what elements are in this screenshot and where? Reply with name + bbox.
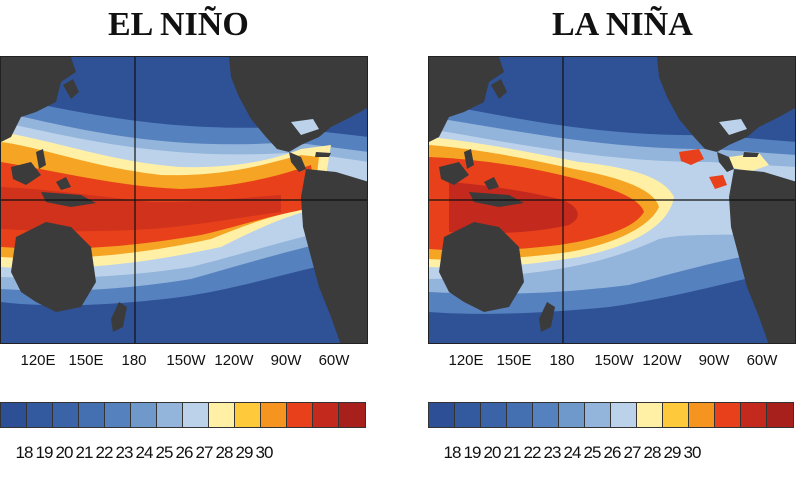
colorbar-swatch	[689, 403, 715, 427]
colorbar-swatch	[287, 403, 313, 427]
lon-label: 120W	[214, 352, 254, 369]
colorbar-swatch	[455, 403, 481, 427]
el-nino-longitude-labels: 120E 150E 180 150W 120W 90W 60W	[0, 352, 368, 372]
colorbar-tick-label: 23	[543, 443, 562, 462]
el-nino-title: EL NIÑO	[108, 6, 249, 43]
colorbar-swatch	[767, 403, 793, 427]
colorbar-swatch	[235, 403, 261, 427]
colorbar-tick-label: 22	[95, 443, 114, 462]
colorbar-tick-label: 19	[463, 443, 482, 462]
colorbar-tick-label: 26	[603, 443, 622, 462]
colorbar-swatch	[481, 403, 507, 427]
lon-label: 150W	[166, 352, 206, 369]
colorbar-tick-label: 20	[483, 443, 502, 462]
la-nina-title: LA NIÑA	[552, 6, 693, 43]
colorbar-tick-label: 24	[563, 443, 582, 462]
colorbar-tick-label: 30	[255, 443, 274, 462]
el-nino-colorbar-labels: 18 19 20 21 22 23 24 25 26 27 28 29 30	[14, 443, 274, 463]
lon-label: 120E	[448, 352, 484, 369]
colorbar-tick-label: 20	[55, 443, 74, 462]
colorbar-swatch	[339, 403, 365, 427]
colorbar-swatch	[157, 403, 183, 427]
lon-label: 150W	[594, 352, 634, 369]
la-nina-longitude-labels: 120E 150E 180 150W 120W 90W 60W	[428, 352, 796, 372]
colorbar-tick-label: 21	[503, 443, 522, 462]
colorbar-tick-label: 27	[623, 443, 642, 462]
lon-label: 150E	[68, 352, 104, 369]
colorbar-swatch	[741, 403, 767, 427]
lon-label: 60W	[746, 352, 778, 369]
colorbar-tick-label: 18	[15, 443, 34, 462]
colorbar-tick-label: 29	[235, 443, 254, 462]
colorbar-swatch	[1, 403, 27, 427]
colorbar-tick-label: 28	[643, 443, 662, 462]
colorbar-tick-label: 26	[175, 443, 194, 462]
lon-label: 120W	[642, 352, 682, 369]
colorbar-tick-label: 25	[583, 443, 602, 462]
el-nino-colorbar	[0, 402, 366, 428]
colorbar-tick-label: 25	[155, 443, 174, 462]
colorbar-swatch	[559, 403, 585, 427]
colorbar-tick-label: 23	[115, 443, 134, 462]
colorbar-swatch	[715, 403, 741, 427]
colorbar-swatch	[105, 403, 131, 427]
colorbar-swatch	[183, 403, 209, 427]
colorbar-swatch	[429, 403, 455, 427]
colorbar-tick-label: 22	[523, 443, 542, 462]
colorbar-tick-label: 24	[135, 443, 154, 462]
colorbar-swatch	[209, 403, 235, 427]
colorbar-tick-label: 18	[443, 443, 462, 462]
colorbar-tick-label: 19	[35, 443, 54, 462]
colorbar-swatch	[131, 403, 157, 427]
colorbar-tick-label: 27	[195, 443, 214, 462]
colorbar-swatch	[611, 403, 637, 427]
colorbar-swatch	[313, 403, 339, 427]
lon-label: 120E	[20, 352, 56, 369]
lon-label: 180	[549, 352, 575, 369]
colorbar-swatch	[637, 403, 663, 427]
colorbar-tick-label: 30	[683, 443, 702, 462]
la-nina-map	[428, 56, 796, 344]
colorbar-swatch	[79, 403, 105, 427]
lon-label: 90W	[270, 352, 302, 369]
colorbar-tick-label: 29	[663, 443, 682, 462]
colorbar-swatch	[507, 403, 533, 427]
la-nina-colorbar-labels: 18 19 20 21 22 23 24 25 26 27 28 29 30	[442, 443, 702, 463]
colorbar-swatch	[533, 403, 559, 427]
colorbar-swatch	[27, 403, 53, 427]
colorbar-tick-label: 21	[75, 443, 94, 462]
la-nina-colorbar	[428, 402, 794, 428]
lon-label: 150E	[496, 352, 532, 369]
colorbar-swatch	[53, 403, 79, 427]
lon-label: 60W	[318, 352, 350, 369]
colorbar-swatch	[663, 403, 689, 427]
el-nino-map	[0, 56, 368, 344]
colorbar-swatch	[585, 403, 611, 427]
lon-label: 90W	[698, 352, 730, 369]
lon-label: 180	[121, 352, 147, 369]
colorbar-tick-label: 28	[215, 443, 234, 462]
colorbar-swatch	[261, 403, 287, 427]
